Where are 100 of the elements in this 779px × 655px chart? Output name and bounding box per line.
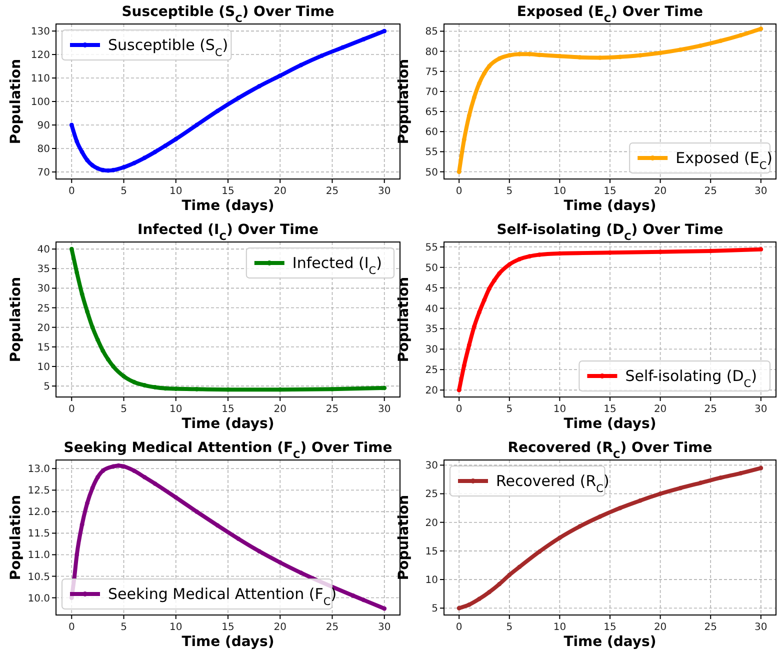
x-tick-label: 30 xyxy=(754,404,768,415)
y-tick-label: 110 xyxy=(30,74,50,85)
y-tick-label: 55 xyxy=(425,147,438,158)
x-tick-label: 5 xyxy=(506,622,513,633)
x-tick-label: 0 xyxy=(456,186,462,197)
y-tick-label: 65 xyxy=(425,107,438,118)
x-tick-label: 15 xyxy=(604,622,616,633)
x-axis-title: Time (days) xyxy=(564,416,656,432)
x-tick-label: 30 xyxy=(378,186,391,197)
y-tick-label: 15 xyxy=(37,342,50,354)
y-tick-label: 20 xyxy=(425,518,438,529)
legend-label: Seeking Medical Attention (F$_{C}$) xyxy=(108,585,337,608)
y-axis-title: Population xyxy=(8,494,24,580)
x-tick-label: 10 xyxy=(170,622,182,633)
y-tick-label: 11.0 xyxy=(28,550,50,562)
x-tick-label: 15 xyxy=(222,404,234,415)
x-tick-label: 0 xyxy=(456,622,462,633)
y-tick-label: 80 xyxy=(425,46,438,58)
y-tick-label: 85 xyxy=(425,26,438,38)
x-tick-label: 10 xyxy=(170,404,182,415)
y-tick-label: 15 xyxy=(425,546,438,558)
y-tick-label: 50 xyxy=(425,262,438,274)
y-tick-label: 10.5 xyxy=(28,572,50,583)
x-tick-label: 5 xyxy=(120,404,127,415)
x-axis-title: Time (days) xyxy=(564,198,656,214)
y-axis-title: Population xyxy=(396,58,412,144)
x-tick-label: 15 xyxy=(604,404,616,415)
y-axis-title: Population xyxy=(8,276,24,362)
y-tick-label: 25 xyxy=(425,489,438,500)
y-tick-label: 75 xyxy=(425,66,438,78)
y-tick-label: 120 xyxy=(30,50,50,62)
x-tick-label: 20 xyxy=(274,622,286,633)
y-tick-label: 35 xyxy=(37,264,50,276)
legend-label: Recovered (R$_{C}$) xyxy=(496,472,610,495)
x-tick-label: 25 xyxy=(326,622,339,633)
y-tick-label: 45 xyxy=(425,283,438,294)
x-tick-label: 20 xyxy=(654,404,667,415)
y-tick-label: 30 xyxy=(425,344,438,356)
x-tick-label: 10 xyxy=(553,404,566,415)
chart-title: Recovered (R$_{C}$) Over Time xyxy=(508,440,712,460)
y-axis-title: Population xyxy=(396,494,412,580)
x-tick-label: 10 xyxy=(553,186,566,197)
chart-title: Self-isolating (D$_{C}$) Over Time xyxy=(496,222,724,242)
legend-label: Infected (I$_{C}$) xyxy=(292,254,382,277)
x-tick-label: 30 xyxy=(754,186,768,197)
x-tick-label: 0 xyxy=(68,622,75,633)
y-tick-label: 40 xyxy=(37,244,50,256)
y-tick-label: 10 xyxy=(37,362,50,373)
y-tick-label: 30 xyxy=(37,284,50,295)
y-tick-label: 13.0 xyxy=(28,464,50,476)
y-tick-label: 130 xyxy=(30,26,50,38)
x-tick-label: 0 xyxy=(68,404,75,415)
x-tick-label: 5 xyxy=(506,404,513,415)
y-tick-label: 30 xyxy=(425,460,438,472)
x-tick-label: 10 xyxy=(170,186,182,197)
x-tick-label: 25 xyxy=(704,622,717,633)
legend-label: Susceptible (S$_{C}$) xyxy=(108,36,228,59)
chart-title: Infected (I$_{C}$) Over Time xyxy=(138,222,318,242)
y-axis-title: Population xyxy=(396,276,412,362)
y-tick-label: 5 xyxy=(432,604,438,615)
x-axis-title: Time (days) xyxy=(182,198,274,214)
x-tick-label: 25 xyxy=(704,186,717,197)
y-tick-label: 10.0 xyxy=(28,593,50,604)
x-tick-label: 15 xyxy=(222,622,234,633)
x-tick-label: 0 xyxy=(456,404,462,415)
x-axis-title: Time (days) xyxy=(564,634,656,650)
y-tick-label: 70 xyxy=(37,167,50,178)
x-tick-label: 25 xyxy=(326,186,339,197)
y-tick-label: 11.5 xyxy=(28,528,50,540)
x-tick-label: 30 xyxy=(378,622,391,633)
y-tick-label: 100 xyxy=(30,97,50,108)
y-tick-label: 25 xyxy=(37,303,50,314)
legend-label: Exposed (E$_{C}$) xyxy=(676,149,773,172)
legend-label: Self-isolating (D$_{C}$) xyxy=(625,367,757,390)
x-tick-label: 5 xyxy=(120,186,127,197)
y-tick-label: 90 xyxy=(37,120,50,132)
chart-title: Exposed (E$_{C}$) Over Time xyxy=(516,4,704,24)
x-tick-label: 20 xyxy=(274,404,286,415)
y-tick-label: 80 xyxy=(37,144,50,155)
y-tick-label: 20 xyxy=(37,322,50,334)
x-tick-label: 15 xyxy=(604,186,616,197)
y-tick-label: 60 xyxy=(425,127,438,138)
y-tick-label: 25 xyxy=(425,365,438,376)
x-tick-label: 30 xyxy=(754,622,768,633)
x-tick-label: 5 xyxy=(506,186,513,197)
y-tick-label: 10 xyxy=(425,575,438,586)
x-tick-label: 30 xyxy=(378,404,391,415)
y-tick-label: 50 xyxy=(425,167,438,178)
x-tick-label: 20 xyxy=(274,186,286,197)
x-tick-label: 20 xyxy=(654,186,667,197)
y-tick-label: 20 xyxy=(425,386,438,397)
x-tick-label: 25 xyxy=(326,404,339,415)
y-tick-label: 5 xyxy=(44,382,50,393)
y-tick-label: 70 xyxy=(425,86,438,98)
y-tick-label: 40 xyxy=(425,304,438,315)
x-tick-label: 5 xyxy=(120,622,127,633)
y-tick-label: 12.5 xyxy=(28,486,50,497)
x-tick-label: 25 xyxy=(704,404,717,415)
y-tick-label: 55 xyxy=(425,242,438,254)
y-tick-label: 12.0 xyxy=(28,507,50,518)
